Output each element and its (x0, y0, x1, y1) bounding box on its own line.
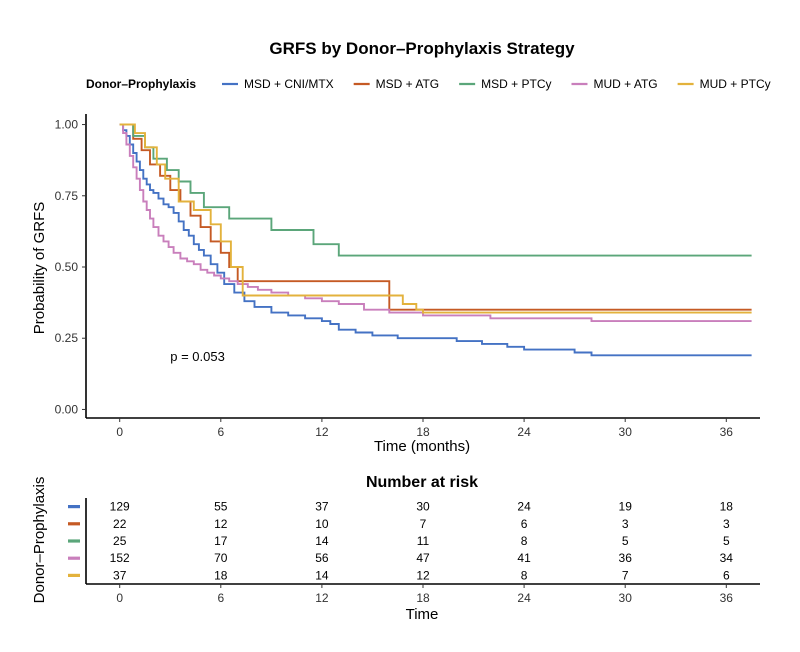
risk-count: 36 (619, 551, 633, 565)
risk-count: 37 (113, 568, 127, 582)
km-curve (119, 123, 752, 311)
risk-count: 8 (521, 568, 528, 582)
legend-entry: MSD + ATG (376, 77, 439, 91)
x-tick-label: 6 (217, 425, 224, 439)
risk-count: 152 (110, 551, 130, 565)
risk-count: 19 (619, 500, 633, 514)
risk-count: 129 (110, 500, 130, 514)
p-value-annotation: p = 0.053 (170, 349, 225, 364)
risk-count: 37 (315, 500, 329, 514)
risk-y-axis-label: Donor–Prophylaxis (31, 477, 48, 604)
risk-x-tick-label: 12 (315, 591, 329, 605)
y-tick-label: 0.00 (55, 402, 79, 416)
km-plot: 0.00 0.25 0.50 0.75 1.00 0 6 12 18 24 30 36 (55, 114, 760, 439)
risk-count: 6 (723, 568, 730, 582)
risk-count: 5 (723, 534, 730, 548)
risk-count: 7 (420, 517, 427, 531)
km-curve (119, 123, 752, 257)
risk-count: 7 (622, 568, 629, 582)
y-tick-label: 0.50 (55, 260, 79, 274)
risk-count: 3 (622, 517, 629, 531)
risk-count: 56 (315, 551, 329, 565)
risk-count: 30 (416, 500, 430, 514)
risk-count: 70 (214, 551, 228, 565)
y-tick-label: 0.25 (55, 331, 79, 345)
legend: Donor–Prophylaxis MSD + CNI/MTX MSD + ATG… (86, 77, 771, 91)
x-tick-label: 18 (416, 425, 430, 439)
x-tick-label: 0 (116, 425, 123, 439)
risk-count: 8 (521, 534, 528, 548)
risk-x-tick-label: 6 (217, 591, 224, 605)
risk-x-axis-label: Time (406, 606, 439, 623)
legend-entry: MUD + PTCy (700, 77, 771, 91)
y-tick-label: 0.75 (55, 189, 79, 203)
risk-count: 12 (214, 517, 228, 531)
risk-count: 34 (720, 551, 734, 565)
risk-count: 14 (315, 568, 329, 582)
risk-count: 10 (315, 517, 329, 531)
risk-table-title: Number at risk (366, 474, 478, 491)
chart-title: GRFS by Donor–Prophylaxis Strategy (269, 39, 575, 58)
risk-count: 18 (214, 568, 228, 582)
risk-x-tick-label: 24 (517, 591, 531, 605)
risk-x-tick-label: 18 (416, 591, 430, 605)
risk-count: 17 (214, 534, 228, 548)
risk-count: 11 (417, 534, 430, 548)
y-axis-label: Probability of GRFS (31, 202, 48, 335)
risk-count: 55 (214, 500, 228, 514)
legend-entry: MSD + CNI/MTX (244, 77, 334, 91)
risk-count: 24 (517, 500, 531, 514)
km-curve (119, 123, 752, 323)
legend-entry: MUD + ATG (593, 77, 657, 91)
x-axis-label: Time (months) (374, 438, 470, 455)
risk-x-tick-label: 0 (116, 591, 123, 605)
risk-count: 6 (521, 517, 528, 531)
risk-count: 12 (416, 568, 430, 582)
x-tick-label: 36 (720, 425, 734, 439)
risk-x-tick-label: 30 (619, 591, 633, 605)
legend-entry: MSD + PTCy (481, 77, 551, 91)
risk-count: 47 (416, 551, 430, 565)
risk-count: 18 (720, 500, 734, 514)
risk-x-tick-label: 36 (720, 591, 734, 605)
x-tick-label: 12 (315, 425, 329, 439)
x-tick-label: 30 (619, 425, 633, 439)
risk-count: 14 (315, 534, 329, 548)
x-tick-label: 24 (517, 425, 531, 439)
risk-count: 25 (113, 534, 127, 548)
km-curve (119, 123, 752, 314)
risk-count: 41 (517, 551, 531, 565)
y-tick-label: 1.00 (55, 118, 79, 132)
risk-count: 3 (723, 517, 730, 531)
risk-count: 5 (622, 534, 629, 548)
risk-count: 22 (113, 517, 127, 531)
legend-title: Donor–Prophylaxis (86, 77, 196, 91)
